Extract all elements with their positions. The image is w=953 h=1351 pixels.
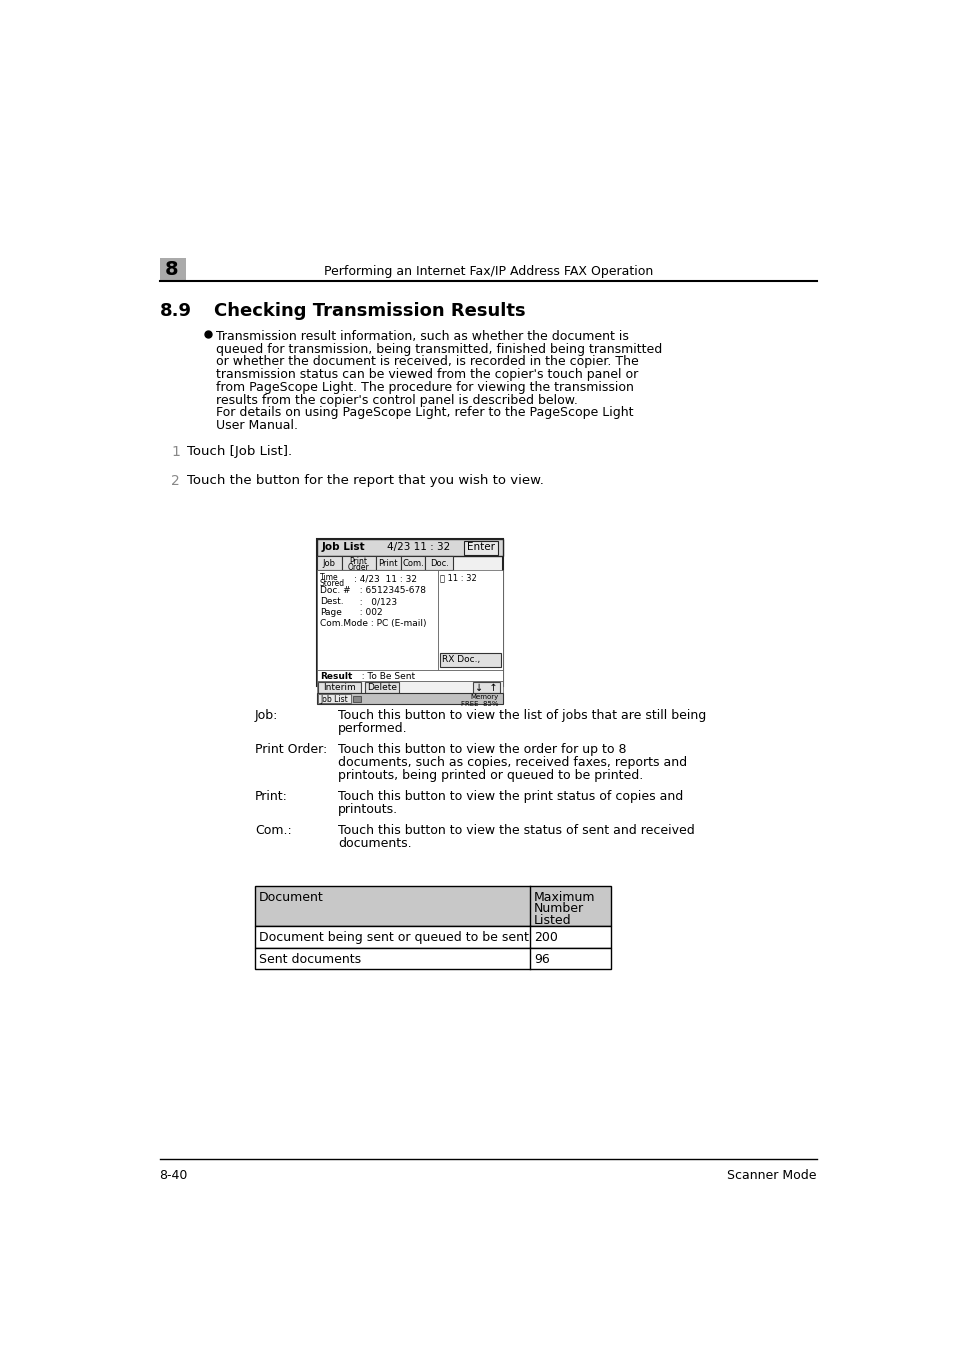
Text: Job:: Job: bbox=[254, 709, 278, 721]
Bar bbox=[254, 925, 611, 947]
Bar bbox=[473, 682, 499, 693]
Text: printouts.: printouts. bbox=[337, 802, 397, 816]
Text: Order: Order bbox=[348, 562, 369, 571]
Text: For details on using PageScope Light, refer to the PageScope Light: For details on using PageScope Light, re… bbox=[216, 407, 633, 419]
Text: : 4/23  11 : 32: : 4/23 11 : 32 bbox=[354, 574, 416, 584]
Bar bbox=[341, 557, 375, 570]
Text: transmission status can be viewed from the copier's touch panel or: transmission status can be viewed from t… bbox=[216, 367, 638, 381]
Bar bbox=[400, 557, 425, 570]
Bar bbox=[375, 557, 400, 570]
Bar bbox=[316, 670, 502, 681]
Text: Doc. #: Doc. # bbox=[319, 586, 351, 596]
Bar bbox=[316, 570, 437, 670]
Text: Sent documents: Sent documents bbox=[258, 952, 360, 966]
Text: Touch this button to view the print status of copies and: Touch this button to view the print stat… bbox=[337, 790, 682, 802]
Text: RX Doc.,: RX Doc., bbox=[441, 655, 479, 663]
Text: :   0/123: : 0/123 bbox=[354, 597, 396, 607]
Bar bbox=[318, 694, 351, 704]
Bar bbox=[437, 570, 502, 670]
Text: performed.: performed. bbox=[337, 721, 407, 735]
Text: documents.: documents. bbox=[337, 836, 411, 850]
Text: 1: 1 bbox=[171, 446, 180, 459]
Text: 8.9: 8.9 bbox=[159, 303, 192, 320]
Bar bbox=[425, 557, 453, 570]
Text: Touch the button for the report that you wish to view.: Touch the button for the report that you… bbox=[187, 474, 544, 486]
Text: : 002: : 002 bbox=[354, 608, 382, 617]
Text: Doc.: Doc. bbox=[430, 559, 448, 567]
Text: 2: 2 bbox=[171, 474, 180, 488]
Text: Maximum: Maximum bbox=[534, 890, 595, 904]
Text: Number: Number bbox=[534, 902, 583, 915]
Text: Com.: Com. bbox=[401, 559, 423, 567]
Text: Performing an Internet Fax/IP Address FAX Operation: Performing an Internet Fax/IP Address FA… bbox=[323, 265, 652, 277]
Text: Print Order:: Print Order: bbox=[254, 743, 327, 755]
Text: Stored: Stored bbox=[319, 578, 345, 588]
Text: Print:: Print: bbox=[254, 790, 288, 802]
Text: Com.:: Com.: bbox=[254, 824, 292, 836]
Bar bbox=[318, 682, 360, 693]
Text: Job: Job bbox=[322, 559, 335, 567]
Text: Touch this button to view the list of jobs that are still being: Touch this button to view the list of jo… bbox=[337, 709, 705, 721]
Bar bbox=[159, 258, 186, 280]
Text: 200: 200 bbox=[534, 931, 558, 944]
Bar bbox=[439, 654, 500, 667]
Text: : 6512345-678: : 6512345-678 bbox=[354, 586, 426, 596]
Text: ⌚ 11 : 32: ⌚ 11 : 32 bbox=[439, 573, 476, 582]
Text: Job List: Job List bbox=[320, 694, 348, 704]
Text: results from the copier's control panel is described below.: results from the copier's control panel … bbox=[216, 393, 578, 407]
Bar bbox=[316, 693, 502, 704]
Text: Enter: Enter bbox=[467, 543, 495, 553]
Text: Result: Result bbox=[319, 671, 352, 681]
Text: Dest.: Dest. bbox=[319, 597, 343, 607]
Bar bbox=[254, 886, 611, 925]
Text: User Manual.: User Manual. bbox=[216, 419, 297, 432]
Bar bbox=[316, 681, 502, 693]
Text: ↓  ↑: ↓ ↑ bbox=[475, 682, 497, 693]
Text: Document: Document bbox=[258, 890, 323, 904]
Text: Scanner Mode: Scanner Mode bbox=[726, 1169, 816, 1182]
Bar bbox=[353, 696, 360, 703]
Text: Touch this button to view the status of sent and received: Touch this button to view the status of … bbox=[337, 824, 694, 836]
Bar bbox=[464, 540, 497, 555]
Text: : To Be Sent: : To Be Sent bbox=[355, 671, 415, 681]
Bar bbox=[316, 557, 341, 570]
Text: documents, such as copies, received faxes, reports and: documents, such as copies, received faxe… bbox=[337, 755, 686, 769]
Text: or whether the document is received, is recorded in the copier. The: or whether the document is received, is … bbox=[216, 355, 639, 369]
Text: 8: 8 bbox=[165, 259, 178, 278]
Text: 8-40: 8-40 bbox=[159, 1169, 188, 1182]
Bar bbox=[316, 539, 502, 557]
Bar bbox=[316, 539, 502, 686]
Text: 4/23 11 : 32: 4/23 11 : 32 bbox=[386, 543, 450, 553]
Text: Touch this button to view the order for up to 8: Touch this button to view the order for … bbox=[337, 743, 625, 755]
Text: Print: Print bbox=[350, 557, 367, 566]
Text: Delete: Delete bbox=[367, 682, 396, 692]
Text: 96: 96 bbox=[534, 952, 549, 966]
Text: Print: Print bbox=[378, 559, 397, 567]
Text: Touch [Job List].: Touch [Job List]. bbox=[187, 446, 293, 458]
Text: queued for transmission, being transmitted, finished being transmitted: queued for transmission, being transmitt… bbox=[216, 343, 661, 355]
Text: Document being sent or queued to be sent: Document being sent or queued to be sent bbox=[258, 931, 528, 944]
Text: Checking Transmission Results: Checking Transmission Results bbox=[213, 303, 525, 320]
Text: Interim: Interim bbox=[323, 682, 355, 692]
Text: Job List: Job List bbox=[321, 543, 365, 553]
Text: Transmission result information, such as whether the document is: Transmission result information, such as… bbox=[216, 330, 628, 343]
Bar bbox=[254, 947, 611, 969]
Text: from PageScope Light. The procedure for viewing the transmission: from PageScope Light. The procedure for … bbox=[216, 381, 634, 393]
Text: Page: Page bbox=[319, 608, 341, 617]
Text: Com.Mode : PC (E-mail): Com.Mode : PC (E-mail) bbox=[319, 619, 426, 628]
Text: printouts, being printed or queued to be printed.: printouts, being printed or queued to be… bbox=[337, 769, 642, 782]
Text: Memory
FREE  85%: Memory FREE 85% bbox=[461, 694, 498, 707]
Text: Listed: Listed bbox=[534, 913, 571, 927]
Bar bbox=[365, 682, 398, 693]
Text: Time: Time bbox=[319, 573, 338, 582]
